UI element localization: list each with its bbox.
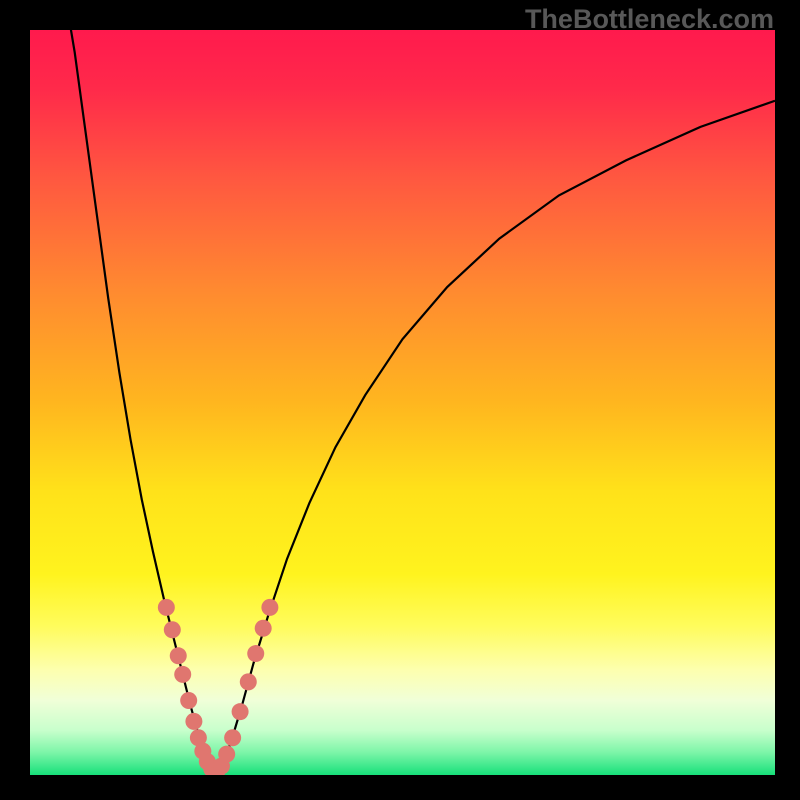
chart-container: TheBottleneck.com [0, 0, 800, 800]
plot-area [30, 30, 775, 775]
watermark-text: TheBottleneck.com [525, 4, 774, 35]
